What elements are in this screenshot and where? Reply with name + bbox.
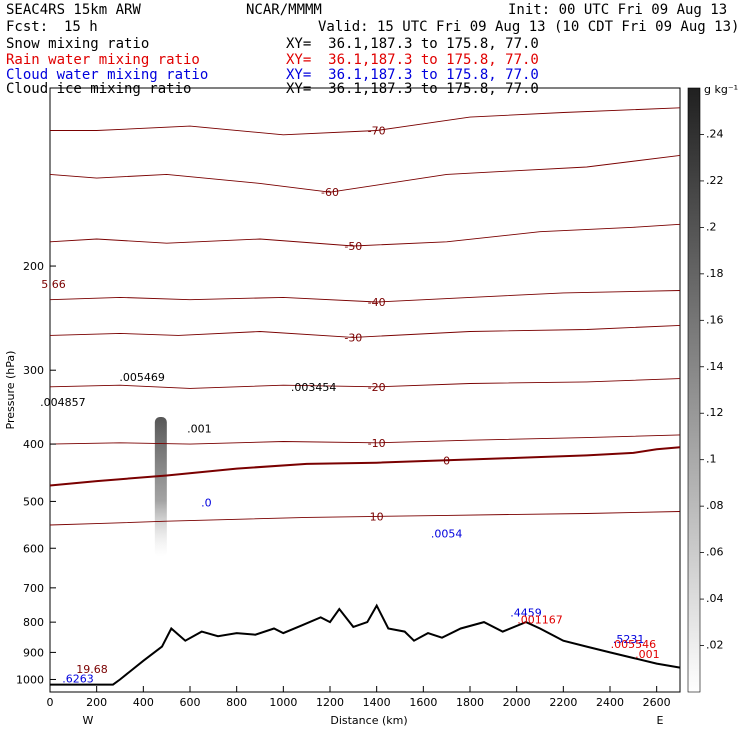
header-org: NCAR/MMMM	[246, 2, 322, 18]
x-tick-label-4: 800	[226, 696, 247, 709]
y-axis-ticks: 200 300 400 500 600 700 800 900 1000	[16, 260, 56, 686]
y-tick-label-4: 600	[23, 542, 44, 555]
colorbar-tick-label-4: .1	[706, 453, 717, 466]
x-tick-label-12: 2400	[596, 696, 624, 709]
annotations: 5.66 .004857 .005469 .001 .003454 .0054 .0 .445…	[40, 278, 660, 686]
x-axis-ticks: 0 200 400 600 800 1000 1200 1400 1600 1800 2000 220…	[47, 686, 671, 709]
header-valid: Valid: 15 UTC Fri 09 Aug 13 (10 CDT Fri …	[318, 19, 740, 35]
annotation-9: .5231	[613, 633, 645, 646]
plot-frame	[49, 87, 681, 693]
colorbar-tick-label-2: .06	[706, 546, 724, 559]
colorbar-tick-label-11: .24	[706, 127, 724, 140]
y-tick-label-6: 800	[23, 616, 44, 629]
snow-plume-shade	[154, 417, 167, 557]
contour-label-0: -70	[368, 125, 386, 138]
contour-line-4	[49, 324, 681, 338]
x-tick-label-13: 2600	[643, 696, 671, 709]
y-tick-label-1: 300	[23, 364, 44, 377]
header-init: Init: 00 UTC Fri 09 Aug 13	[508, 2, 728, 18]
colorbar-tick-label-1: .04	[706, 592, 724, 605]
annotation-8: .001167	[517, 614, 563, 627]
x-tick-label-7: 1400	[363, 696, 391, 709]
y-tick-label-8: 1000	[16, 673, 44, 686]
field-name-cloud-ice: Cloud ice mixing ratio	[6, 81, 192, 97]
contour-label-7: 0	[443, 454, 450, 467]
y-tick-label-5: 700	[23, 582, 44, 595]
annotation-13: .6263	[62, 673, 94, 686]
annotation-11: .001	[635, 648, 660, 661]
field-xy-cloud-ice: XY= 36.1,187.3 to 175.8, 77.0	[286, 81, 539, 97]
contour-line-5	[49, 378, 681, 389]
y-tick-label-3: 500	[23, 495, 44, 508]
annotation-12: 19.68	[76, 663, 108, 676]
contour-label-5: -20	[368, 381, 386, 394]
contour-line-2	[49, 223, 681, 247]
y-tick-label-0: 200	[23, 260, 44, 273]
annotation-7: .4459	[510, 606, 542, 619]
snow-plume	[154, 417, 167, 557]
colorbar-tick-label-7: .16	[706, 313, 724, 326]
y-tick-label-7: 900	[23, 646, 44, 659]
header-fcst-label: Fcst:	[6, 19, 49, 35]
x-tick-label-2: 400	[133, 696, 154, 709]
colorbar-tick-label-10: .22	[706, 174, 724, 187]
field-name-rain: Rain water mixing ratio	[6, 52, 200, 68]
contour-label-2: -50	[344, 240, 362, 253]
contour-label-4: -30	[344, 331, 362, 344]
contour-label-6: -10	[368, 437, 386, 450]
terrain-surface	[50, 603, 681, 686]
colorbar-units: g kg⁻¹	[704, 83, 738, 96]
x-tick-label-10: 2000	[503, 696, 531, 709]
colorbar-tick-label-3: .08	[706, 499, 724, 512]
colorbar-tick-label-9: .2	[706, 220, 717, 233]
x-tick-label-6: 1200	[316, 696, 344, 709]
annotation-6: .0	[201, 497, 212, 510]
x-tick-label-8: 1600	[409, 696, 437, 709]
contour-line-8	[49, 511, 681, 526]
x-tick-label-11: 2200	[549, 696, 577, 709]
annotation-2: .005469	[119, 371, 165, 384]
colorbar-tick-label-8: .18	[706, 267, 724, 280]
field-xy-snow: XY= 36.1,187.3 to 175.8, 77.0	[286, 36, 539, 52]
y-axis-label: Pressure (hPa)	[4, 351, 17, 430]
temperature-contours: -70 -60 -50 -40 -30 -20 -10 0 10	[49, 107, 681, 526]
colorbar-tick-label-6: .14	[706, 360, 724, 373]
x-end-label-e: E	[657, 714, 664, 727]
contour-line-6	[49, 434, 681, 445]
x-tick-label-1: 200	[86, 696, 107, 709]
colorbar-ticks: .02 .04 .06 .08 .1 .12 .14 .16 .18 .2 .22 .24	[700, 127, 724, 652]
field-name-snow: Snow mixing ratio	[6, 36, 150, 52]
contour-label-1: -60	[321, 186, 339, 199]
annotation-1: .004857	[40, 396, 86, 409]
colorbar	[687, 87, 701, 693]
contour-label-8: 10	[370, 510, 384, 523]
annotation-4: .003454	[291, 381, 337, 394]
contour-line-3	[49, 290, 681, 303]
field-xy-cloud-water: XY= 36.1,187.3 to 175.8, 77.0	[286, 67, 539, 83]
x-tick-label-0: 0	[47, 696, 54, 709]
field-xy-rain: XY= 36.1,187.3 to 175.8, 77.0	[286, 52, 539, 68]
y-tick-label-2: 400	[23, 438, 44, 451]
surface-pressure-line	[50, 603, 681, 686]
field-name-cloud-water: Cloud water mixing ratio	[6, 67, 209, 83]
contour-line-7	[49, 446, 681, 487]
x-axis-label: Distance (km)	[330, 714, 407, 727]
contour-label-3: -40	[368, 296, 386, 309]
x-tick-label-5: 1000	[269, 696, 297, 709]
contour-line-1	[49, 154, 681, 193]
annotation-3: .001	[187, 422, 212, 435]
x-end-label-w: W	[83, 714, 94, 727]
contour-line-0	[50, 107, 681, 136]
colorbar-tick-label-5: .12	[706, 406, 724, 419]
annotation-5: .0054	[431, 527, 463, 540]
x-tick-label-9: 1800	[456, 696, 484, 709]
colorbar-tick-label-0: .02	[706, 639, 724, 652]
x-tick-label-3: 600	[180, 696, 201, 709]
header-model: SEAC4RS 15km ARW	[6, 2, 141, 18]
header-fcst-value: 15 h	[64, 19, 98, 35]
annotation-0: 5.66	[41, 278, 66, 291]
annotation-10: .005546	[611, 638, 657, 651]
